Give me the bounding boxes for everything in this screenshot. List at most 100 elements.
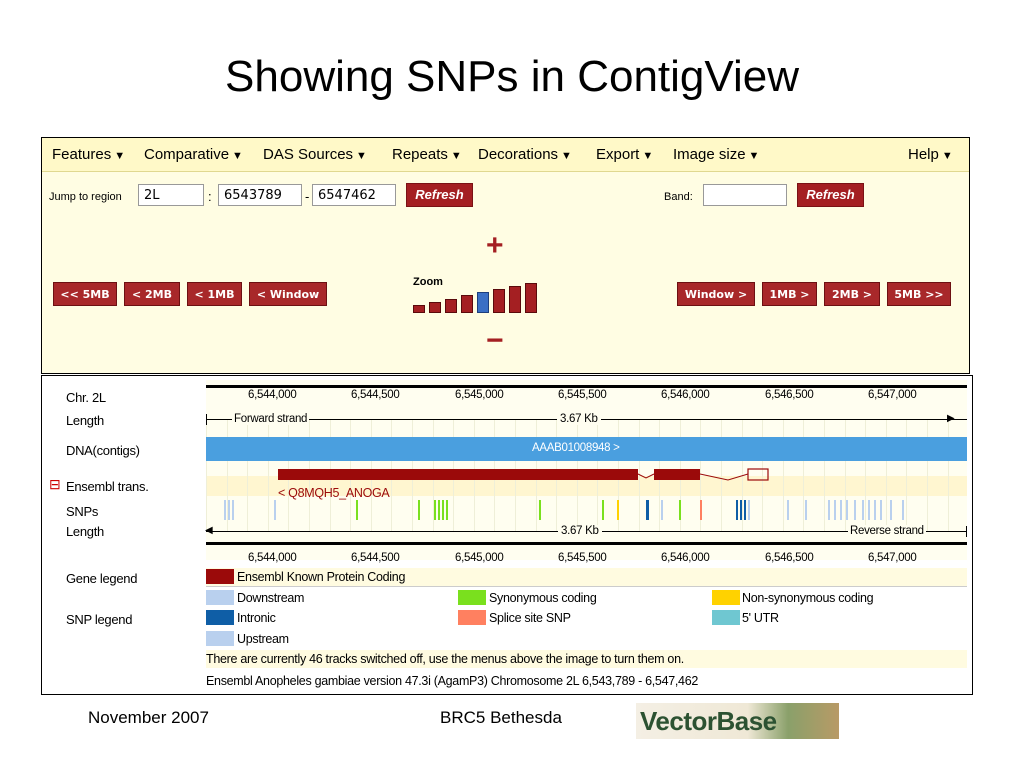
gridline — [721, 420, 722, 531]
zoom-level-2[interactable] — [429, 301, 441, 313]
collapse-icon[interactable]: ⊟ — [49, 476, 61, 492]
transcript-name[interactable]: < Q8MQH5_ANOGA — [278, 486, 390, 500]
end-position-input[interactable] — [312, 184, 396, 206]
snp-marker-upstream[interactable] — [868, 500, 870, 520]
snp-marker-upstream[interactable] — [232, 500, 234, 520]
snp-marker-intronic[interactable] — [744, 500, 746, 520]
nav-back-1mb-button[interactable]: < 1MB — [187, 282, 242, 306]
snp-marker-synonymous[interactable] — [539, 500, 541, 520]
zoom-level-1[interactable] — [413, 305, 425, 313]
menu-das-sources[interactable]: DAS Sources ▼ — [263, 146, 367, 163]
snp-marker-upstream[interactable] — [862, 500, 864, 520]
chromosome-input[interactable] — [138, 184, 204, 206]
menu-features[interactable]: Features ▼ — [52, 146, 126, 163]
gridline — [700, 420, 702, 531]
snp-marker-intronic[interactable] — [647, 500, 649, 520]
legend-text-protein-coding: Ensembl Known Protein Coding — [237, 570, 406, 584]
chr-label: Chr. 2L — [66, 390, 106, 405]
snp-marker-downstream[interactable] — [661, 500, 663, 520]
menu-export[interactable]: Export ▼ — [596, 146, 654, 163]
snp-marker-upstream[interactable] — [840, 500, 842, 520]
length-label-2: Length — [66, 524, 104, 539]
ruler-tick-bottom-5: 6,546,000 — [661, 552, 710, 564]
nav-fwd-window-button[interactable]: Window > — [677, 282, 755, 306]
snp-marker-upstream[interactable] — [224, 500, 226, 520]
transcript-graphic[interactable] — [206, 464, 967, 500]
ruler-tick-bottom-4: 6,545,500 — [558, 552, 607, 564]
menu-help[interactable]: Help ▼ — [908, 146, 953, 163]
legend-swatch-intronic — [206, 610, 234, 625]
zoom-level-7[interactable] — [509, 285, 521, 313]
footer-event: BRC5 Bethesda — [440, 708, 562, 727]
snp-marker-nonsynonymous[interactable] — [617, 500, 619, 520]
dropdown-arrow-icon: ▼ — [114, 150, 126, 162]
menu-bar: Features ▼ Comparative ▼ DAS Sources ▼ Repe… — [42, 138, 969, 172]
snp-marker-synonymous[interactable] — [356, 500, 358, 520]
transcript-intron-1 — [637, 473, 655, 479]
snp-marker-splice[interactable] — [700, 500, 702, 520]
start-position-input[interactable] — [218, 184, 302, 206]
contig-name[interactable]: AAAB01008948 > — [532, 442, 620, 454]
forward-strand-text: Forward strand — [232, 413, 310, 425]
snp-marker-upstream[interactable] — [854, 500, 856, 520]
top-scale-bar — [206, 385, 967, 388]
snp-marker-upstream[interactable] — [902, 500, 904, 520]
snp-marker-upstream[interactable] — [787, 500, 789, 520]
zoom-level-4[interactable] — [461, 295, 473, 313]
snp-marker-intronic[interactable] — [736, 500, 738, 520]
snp-marker-downstream[interactable] — [748, 500, 750, 520]
zoom-level-3[interactable] — [445, 298, 457, 313]
snp-marker-intronic[interactable] — [740, 500, 742, 520]
gridline — [803, 420, 805, 531]
snp-marker-synonymous[interactable] — [446, 500, 448, 520]
nav-back-2mb-button[interactable]: < 2MB — [124, 282, 180, 306]
snp-marker-synonymous[interactable] — [438, 500, 440, 520]
snp-marker-upstream[interactable] — [890, 500, 892, 520]
zoom-slider[interactable] — [413, 273, 553, 313]
gridline — [782, 420, 784, 531]
contig-bar[interactable] — [206, 437, 967, 461]
zoom-in-icon[interactable]: + — [486, 229, 504, 262]
strand-end-tick — [966, 526, 967, 537]
nav-back-5mb-button[interactable]: << 5MB — [53, 282, 117, 306]
snp-marker-upstream[interactable] — [880, 500, 882, 520]
snp-marker-downstream[interactable] — [274, 500, 276, 520]
snp-marker-upstream[interactable] — [828, 500, 830, 520]
gridline — [865, 420, 867, 531]
snp-marker-synonymous[interactable] — [434, 500, 436, 520]
nav-fwd-1mb-button[interactable]: 1MB > — [762, 282, 817, 306]
snp-marker-synonymous[interactable] — [442, 500, 444, 520]
snp-marker-upstream[interactable] — [834, 500, 836, 520]
legend-swatch-5utr — [712, 610, 740, 625]
legend-divider — [206, 586, 967, 587]
contigview-control-panel: Features ▼ Comparative ▼ DAS Sources ▼ Repe… — [41, 137, 970, 374]
snp-marker-upstream[interactable] — [874, 500, 876, 520]
nav-fwd-2mb-button[interactable]: 2MB > — [824, 282, 880, 306]
snp-marker-synonymous[interactable] — [602, 500, 604, 520]
menu-comparative[interactable]: Comparative ▼ — [144, 146, 243, 163]
band-refresh-button[interactable]: Refresh — [797, 183, 864, 207]
snp-marker-synonymous[interactable] — [679, 500, 681, 520]
band-label: Band: — [664, 191, 693, 203]
refresh-button[interactable]: Refresh — [406, 183, 473, 207]
snp-marker-upstream[interactable] — [228, 500, 230, 520]
snp-legend-label: SNP legend — [66, 612, 133, 627]
snp-marker-upstream[interactable] — [805, 500, 807, 520]
length-kb-text-2: 3.67 Kb — [558, 525, 602, 537]
legend-swatch-synonymous — [458, 590, 486, 605]
zoom-level-5[interactable] — [477, 292, 489, 313]
menu-decorations[interactable]: Decorations ▼ — [478, 146, 572, 163]
zoom-out-icon[interactable]: − — [486, 324, 504, 357]
menu-image-size[interactable]: Image size ▼ — [673, 146, 760, 163]
nav-back-window-button[interactable]: < Window — [249, 282, 327, 306]
length-kb-text: 3.67 Kb — [557, 413, 601, 425]
legend-swatch-upstream — [206, 631, 234, 646]
snp-marker-synonymous[interactable] — [418, 500, 420, 520]
menu-repeats[interactable]: Repeats ▼ — [392, 146, 462, 163]
band-input[interactable] — [703, 184, 787, 206]
zoom-level-6[interactable] — [493, 289, 505, 313]
nav-fwd-5mb-button[interactable]: 5MB >> — [887, 282, 951, 306]
snp-marker-upstream[interactable] — [846, 500, 848, 520]
zoom-level-8[interactable] — [525, 282, 537, 313]
gridline — [906, 420, 908, 531]
